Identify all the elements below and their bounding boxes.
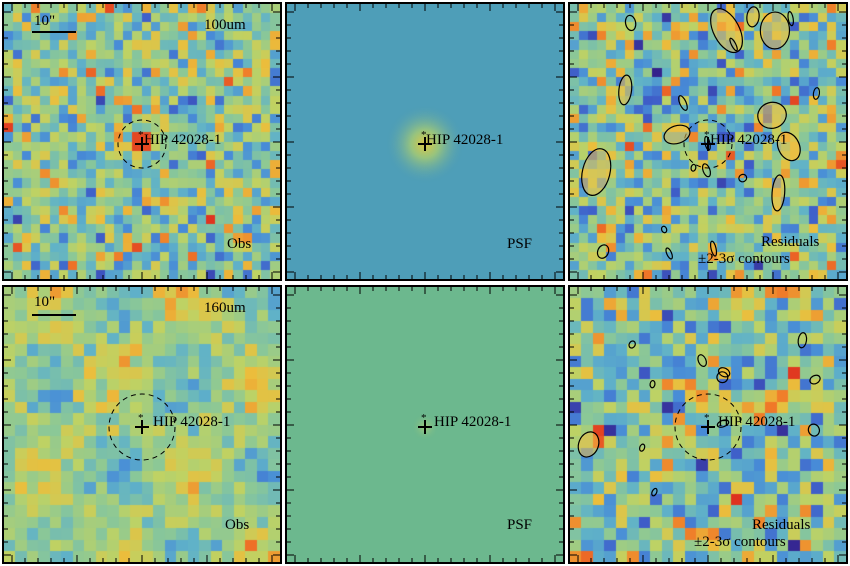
source-label: HIP 42028-1 (434, 414, 512, 430)
svg-text:*: * (421, 129, 427, 141)
overlay-100um-residuals: * (570, 4, 846, 279)
svg-text:*: * (138, 412, 144, 424)
overlay-160um-psf: * (287, 287, 563, 562)
corner-label: Obs (227, 236, 252, 252)
band-label: 160um (204, 300, 246, 316)
corner-label-2: ±2-3σ contours (694, 534, 786, 550)
band-label: 100um (204, 17, 246, 33)
panel-160um-psf: * HIP 42028-1 PSF (285, 285, 565, 564)
panel-160um-obs: * 10" 160um HIP 42028-1 Obs (2, 285, 282, 564)
corner-label: Obs (225, 517, 250, 533)
corner-label: Residuals (752, 517, 811, 533)
overlay-100um-psf: * (287, 4, 563, 279)
source-label: HIP 42028-1 (718, 414, 796, 430)
corner-label: PSF (507, 517, 533, 533)
svg-text:*: * (138, 129, 144, 141)
corner-label: PSF (507, 236, 533, 252)
panel-100um-obs: * 10" 100um HIP 42028-1 Obs (2, 2, 282, 281)
panel-160um-residuals: * HIP 42028-1 Residuals ±2-3σ contours (568, 285, 848, 564)
source-label: HIP 42028-1 (426, 132, 504, 148)
overlay-160um-obs: * (4, 287, 280, 562)
overlay-160um-residuals: * (570, 287, 846, 562)
corner-label-2: ±2-3σ contours (698, 251, 790, 267)
scale-bar-label: 10" (34, 294, 56, 310)
overlay-100um-obs: * (4, 4, 280, 279)
corner-label: Residuals (761, 234, 820, 250)
svg-text:*: * (421, 412, 427, 424)
source-label: HIP 42028-1 (153, 414, 231, 430)
source-label: HIP 42028-1 (710, 132, 788, 148)
panel-100um-residuals: * HIP 42028-1 Residuals ±2-3σ contours (568, 2, 848, 281)
source-label: HIP 42028-1 (144, 132, 222, 148)
svg-text:*: * (704, 412, 710, 424)
panel-100um-psf: * HIP 42028-1 PSF (285, 2, 565, 281)
scale-bar-label: 10" (34, 13, 56, 29)
svg-text:*: * (704, 129, 710, 141)
